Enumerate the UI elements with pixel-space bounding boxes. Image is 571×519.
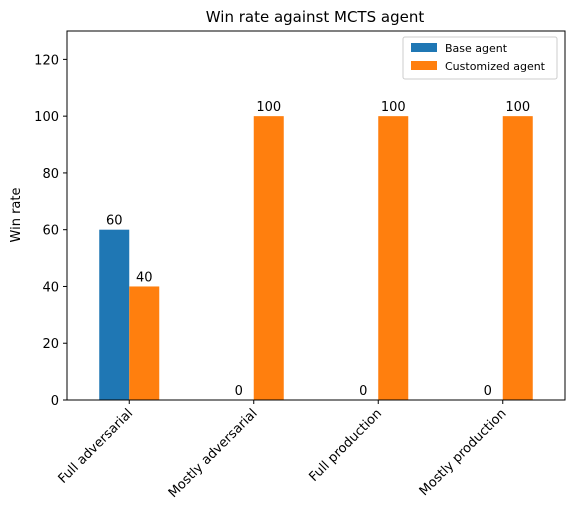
x-tick-label: Mostly adversarial: [166, 406, 261, 501]
bar-value-label: 100: [381, 100, 406, 115]
chart-title: Win rate against MCTS agent: [206, 8, 425, 26]
legend-label: Customized agent: [445, 60, 546, 73]
y-tick-label: 100: [34, 110, 59, 125]
x-tick-label: Full production: [306, 406, 385, 485]
legend-swatch: [411, 43, 437, 52]
y-tick-label: 0: [51, 394, 59, 409]
y-axis-label: Win rate: [9, 188, 24, 243]
bar-value-label: 100: [256, 100, 281, 115]
bar-base-0: [99, 229, 130, 400]
bar-value-label: 0: [235, 384, 243, 399]
x-tick-label: Full adversarial: [56, 406, 137, 487]
y-tick-label: 80: [42, 167, 59, 182]
legend-label: Base agent: [445, 42, 508, 55]
bar-customized-3: [502, 116, 533, 401]
bar-value-label: 40: [136, 270, 153, 285]
y-tick-label: 20: [42, 337, 59, 352]
legend: Base agent Customized agent: [402, 36, 558, 80]
bar-customized-2: [378, 116, 409, 401]
y-tick-label: 120: [34, 53, 59, 68]
bar-customized-1: [253, 116, 284, 401]
axes-frame: [66, 30, 566, 401]
plot-area: 60 0 0 0 40 100 100 100 0 20 40 60 80 100 120 Full adve…: [34, 30, 566, 501]
y-tick-label: 60: [42, 224, 59, 239]
bar-value-label: 100: [505, 100, 530, 115]
bar-value-label: 0: [359, 384, 367, 399]
x-tick-label: Mostly production: [417, 406, 510, 499]
legend-box: [402, 36, 558, 80]
bar-customized-0: [129, 286, 160, 400]
bar-value-label: 60: [106, 214, 123, 229]
bar-value-label: 0: [484, 384, 492, 399]
legend-swatch: [411, 61, 437, 70]
y-tick-label: 40: [42, 280, 59, 295]
